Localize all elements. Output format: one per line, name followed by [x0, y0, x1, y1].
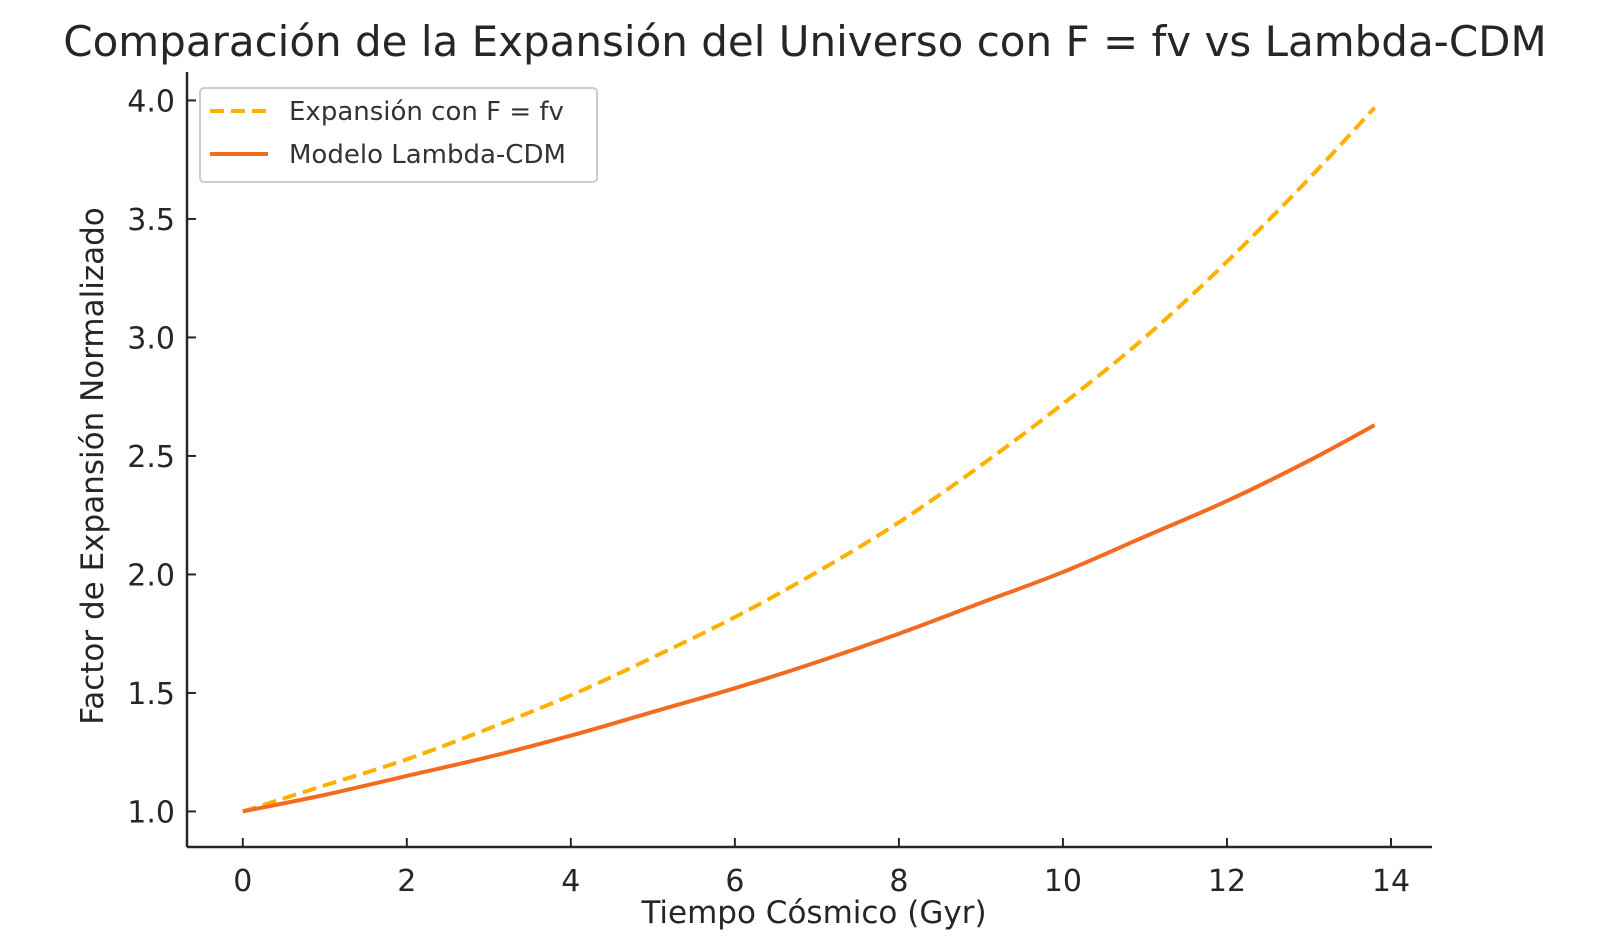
- x-tick-label: 12: [1208, 864, 1246, 899]
- x-tick-label: 6: [725, 864, 744, 899]
- x-tick-label: 10: [1044, 864, 1082, 899]
- x-tick-label: 14: [1372, 864, 1410, 899]
- x-tick-label: 0: [233, 864, 252, 899]
- legend: Expansión con F = fv Modelo Lambda-CDM: [199, 87, 598, 183]
- x-tick-label: 8: [889, 864, 908, 899]
- x-tick-label: 4: [561, 864, 580, 899]
- y-tick-label: 3.5: [127, 203, 175, 238]
- chart-title: Comparación de la Expansión del Universo…: [63, 17, 1547, 66]
- legend-box: [199, 87, 598, 183]
- series-line-fv: [242, 106, 1377, 814]
- y-tick-label: 1.5: [127, 677, 175, 712]
- y-axis-label: Factor de Expansión Normalizado: [75, 207, 111, 725]
- y-tick-label: 2.5: [127, 440, 175, 475]
- y-tick-label: 3.0: [127, 321, 175, 356]
- x-axis-label: Tiempo Cósmico (Gyr): [640, 895, 986, 931]
- legend-label-fv: Expansión con F = fv: [289, 97, 564, 127]
- y-tick-label: 1.0: [127, 795, 175, 830]
- series-layer: [242, 106, 1377, 814]
- axes-layer: 0 2 4 6 8 10 12 14 1.0 1.5 2.0 2.5 3.0 3.5 4.0: [127, 72, 1432, 899]
- x-tick-label: 2: [397, 864, 416, 899]
- legend-label-lcdm: Modelo Lambda-CDM: [289, 140, 566, 170]
- y-tick-label: 2.0: [127, 558, 175, 593]
- y-tick-label: 4.0: [127, 84, 175, 119]
- series-line-lambda-cdm: [242, 423, 1376, 814]
